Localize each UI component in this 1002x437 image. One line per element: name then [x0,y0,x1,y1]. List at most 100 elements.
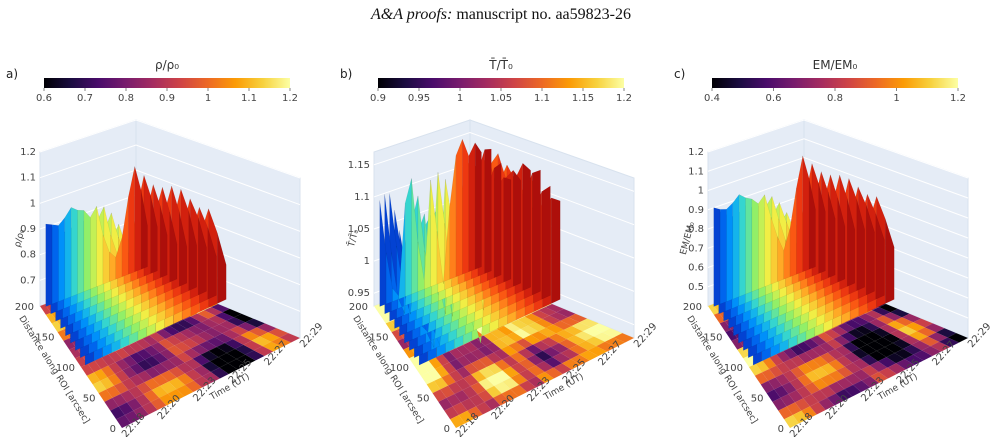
colorbar-tick: 0.6 [36,93,52,104]
surface-facet [109,251,116,282]
surface-facet [493,162,502,279]
surface-facet [484,148,492,274]
colorbar-tick: 1.2 [282,93,298,104]
y-tick-label: 200 [15,302,34,313]
y-tick-label: 0 [444,424,450,435]
surface-facet [726,202,734,302]
surface-facet [207,227,217,300]
surface-plot [713,155,895,366]
surface-facet [455,139,463,277]
surface-facet [179,211,188,287]
colorbar-tick: 0.95 [408,93,430,104]
z-tick-label: 1.2 [688,147,704,158]
y-tick-label: 200 [349,302,368,313]
y-tick-label: 100 [724,363,743,374]
surface-facet [77,209,85,295]
page-header: A&A proofs: manuscript no. aa59823-26 [0,6,1002,24]
colorbar-tick: 0.6 [766,93,782,104]
z-tick-label: 1 [698,186,704,197]
y-tick-label: 50 [83,394,96,405]
colorbar-title: EM/EM₀ [813,58,858,72]
surface-facet [719,209,727,305]
surface-facet [541,185,551,300]
colorbar [712,78,958,88]
surface-facet [51,224,59,305]
panel-letter: b) [340,67,352,81]
surface-facet [847,198,856,287]
panel-letter: c) [674,67,685,81]
surface-facet [83,209,91,292]
surface-facet [198,217,207,296]
y-tick-label: 150 [703,333,722,344]
surface-plot [379,139,561,366]
colorbar-tick: 0.9 [159,93,175,104]
surface-facet [875,213,885,300]
z-tick-label: 0.7 [20,275,36,286]
surface-facet [64,206,72,300]
z-tick-label: 0.8 [688,224,704,235]
panel-a-svg: a) ρ/ρ₀ 0.6 0.7 0.8 0.9 1 1.1 1.2 0.7 0.8 0.9 1 1.1 1.… [6,58,326,437]
surface-facet [885,218,895,304]
z-tick-label: 0.9 [688,205,704,216]
surface-facet [58,217,66,302]
z-tick-label: 1.15 [348,160,370,171]
y-tick-label: 100 [56,363,75,374]
surface-facet [522,162,531,291]
z-tick-label: 0.95 [348,288,370,299]
z-tick-label: 0.7 [688,243,704,254]
figure-panel-a: a) ρ/ρ₀ 0.6 0.7 0.8 0.9 1 1.1 1.2 0.7 0.8 0.9 1 1.1 1.… [0,0,334,437]
colorbar-title: ρ/ρ₀ [155,58,179,72]
colorbar-tick: 1 [893,93,899,104]
x-tick-label: 22:29 [966,321,993,350]
surface-facet [758,194,765,290]
surface-facet [866,205,875,296]
panel-letter: a) [6,67,18,81]
surface-facet [169,211,178,283]
surface-facet [503,177,512,283]
y-tick-label: 50 [417,394,430,405]
x-tick-label: 22:29 [632,321,659,350]
surface-facet [751,198,759,292]
surface-facet [808,178,816,270]
colorbar [44,78,290,88]
colorbar-title: T̄/T̄₀ [488,58,513,72]
surface-facet [45,223,53,307]
panel-b-svg: b) T̄/T̄₀ 0.9 0.95 1 1.05 1.1 1.15 1.2 0.95 1 1.05 1… [340,58,660,437]
surface-facet [474,142,482,270]
colorbar-tick: 1.15 [572,93,594,104]
colorbar-tick: 0.7 [77,93,93,104]
y-tick-label: 0 [778,424,784,435]
surface-facet [462,139,469,275]
surface-facet [140,190,148,270]
y-tick-label: 50 [751,394,764,405]
surface-facet [159,205,168,279]
y-tick-label: 100 [390,363,409,374]
surface-facet [468,142,476,273]
z-tick-label: 1.05 [348,224,370,235]
z-tick-label: 0.6 [688,263,704,274]
colorbar-tick: 0.8 [118,93,134,104]
y-tick-label: 0 [110,424,116,435]
z-tick-label: 1.1 [354,192,370,203]
surface-facet [745,197,753,295]
surface-facet [532,169,541,296]
surface-facet [738,194,746,297]
y-tick-label: 150 [35,333,54,344]
y-tick-label: 150 [369,333,388,344]
surface-facet [827,191,836,279]
surface-facet [856,199,865,291]
z-tick-label: 1 [364,256,370,267]
colorbar-tick: 0.4 [704,93,720,104]
colorbar-tick: 1.2 [950,93,966,104]
z-tick-label: 1.1 [688,166,704,177]
colorbar-tick: 1.2 [616,93,632,104]
surface-facet [732,193,740,300]
y-tick-label: 200 [683,302,702,313]
manuscript-number: manuscript no. aa59823-26 [456,6,631,23]
colorbar-tick: 1 [205,93,211,104]
figure-panel-b: b) T̄/T̄₀ 0.9 0.95 1 1.05 1.1 1.15 1.2 0.95 1 1.05 1… [334,0,668,437]
z-tick-label: 0.9 [20,224,36,235]
surface-facet [713,207,721,307]
x-tick-label: 22:29 [298,321,325,350]
z-tick-label: 0.8 [20,250,36,261]
